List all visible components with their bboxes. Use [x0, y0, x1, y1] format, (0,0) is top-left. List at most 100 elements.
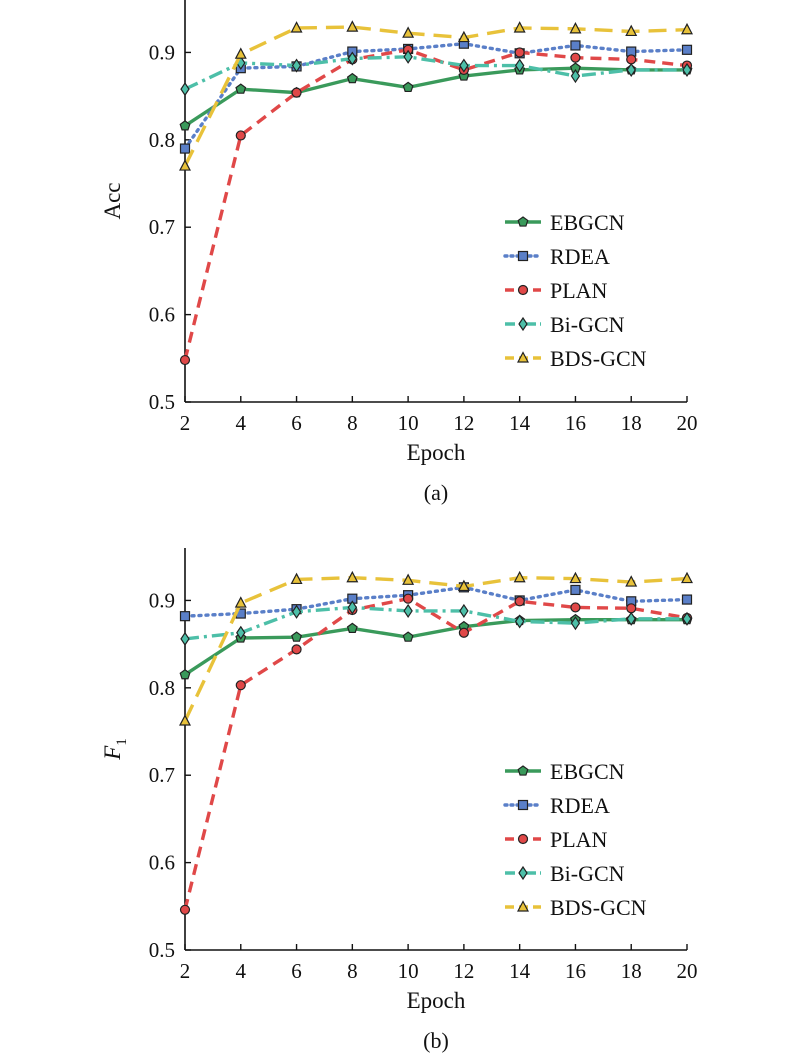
data-point [234, 47, 247, 59]
legend-marker [517, 900, 529, 912]
y-tick-label: 0.6 [149, 303, 175, 327]
data-point [570, 616, 581, 631]
legend-label: RDEA [550, 244, 610, 269]
data-point [458, 627, 469, 638]
data-point [346, 622, 358, 634]
chart-panel-a: 2 4 6 8 10 12 14 16 18 20 0.5 0.6 0.7 0.8 0.9 Epoch Acc (… [100, 0, 698, 505]
x-axis-label: Epoch [407, 440, 466, 465]
data-point [402, 26, 415, 38]
data-point [179, 714, 191, 726]
series-bds-gcn [179, 20, 693, 171]
x-tick-label: 14 [509, 959, 531, 983]
data-point [457, 579, 470, 592]
data-point [290, 572, 303, 585]
data-point [234, 596, 247, 608]
data-point [513, 570, 526, 583]
y-tick-label: 0.6 [149, 851, 175, 875]
y-axis-label: F1 [100, 738, 130, 761]
x-tick-label: 16 [565, 959, 586, 983]
series-line [183, 596, 688, 911]
data-point [513, 21, 526, 33]
data-point [514, 596, 525, 607]
legend-marker [517, 799, 529, 811]
data-point [459, 58, 469, 73]
legend-label: EBGCN [550, 759, 625, 784]
data-point [681, 44, 693, 55]
x-tick-label: 2 [180, 411, 191, 435]
legend-marker [517, 250, 529, 262]
data-point [291, 631, 303, 642]
series-line [184, 55, 687, 91]
data-point [403, 593, 414, 604]
legend-label: Bi-GCN [550, 861, 625, 886]
data-point [291, 58, 302, 73]
panel-caption: (a) [424, 480, 448, 505]
x-tick-label: 18 [621, 959, 642, 983]
data-point [179, 159, 191, 171]
x-tick-label: 20 [677, 959, 698, 983]
series-line [183, 42, 689, 151]
data-point [514, 47, 525, 58]
data-point [569, 22, 582, 34]
x-axis-label: Epoch [407, 988, 466, 1013]
data-point [570, 40, 581, 51]
data-point [346, 20, 359, 32]
data-point [681, 22, 693, 35]
legend-label: RDEA [550, 793, 610, 818]
x-tick-label: 6 [291, 959, 302, 983]
x-tick-label: 18 [621, 411, 642, 435]
legend-label: BDS-GCN [550, 346, 647, 371]
data-point [179, 354, 191, 366]
data-point [681, 571, 693, 584]
data-point [235, 130, 246, 141]
data-point [514, 614, 525, 629]
data-point [179, 143, 191, 154]
series-line [183, 576, 688, 722]
data-point [346, 570, 359, 583]
x-tick-label: 20 [677, 411, 698, 435]
legend-marker [517, 833, 529, 845]
data-point [235, 83, 247, 94]
x-tick-label: 10 [398, 411, 419, 435]
data-point [626, 54, 637, 65]
legend-marker [518, 865, 528, 881]
data-point [682, 62, 692, 77]
x-tick-label: 2 [180, 959, 191, 983]
data-point [403, 603, 413, 619]
data-point [570, 52, 581, 63]
x-tick-label: 8 [347, 411, 358, 435]
data-point [625, 24, 638, 37]
series-rdea [179, 38, 693, 154]
legend-label: PLAN [550, 827, 608, 852]
series-bds-gcn [179, 570, 693, 726]
data-point [570, 68, 581, 84]
data-point [236, 625, 246, 640]
series-line [183, 25, 688, 167]
y-tick-label: 0.9 [149, 588, 175, 612]
data-point [626, 62, 636, 77]
x-tick-label: 4 [236, 411, 247, 435]
data-point [347, 51, 358, 66]
series-line [184, 617, 687, 677]
data-point [180, 82, 190, 97]
data-point [625, 575, 638, 587]
legend-label: BDS-GCN [550, 895, 647, 920]
data-point [626, 603, 637, 614]
y-tick-label: 0.8 [149, 128, 175, 152]
data-point [346, 72, 358, 84]
legend-marker [517, 216, 529, 227]
data-point [681, 594, 693, 605]
data-point [179, 668, 191, 680]
y-tick-label: 0.8 [149, 676, 175, 700]
data-point [402, 81, 414, 93]
legend-marker [517, 284, 529, 296]
x-tick-label: 12 [453, 959, 474, 983]
series-bi-gcn [180, 49, 692, 97]
data-point [403, 49, 413, 64]
data-point [290, 21, 303, 33]
x-tick-label: 6 [291, 411, 302, 435]
data-point [459, 603, 469, 619]
legend-label: PLAN [550, 278, 608, 303]
legend-label: Bi-GCN [550, 312, 625, 337]
